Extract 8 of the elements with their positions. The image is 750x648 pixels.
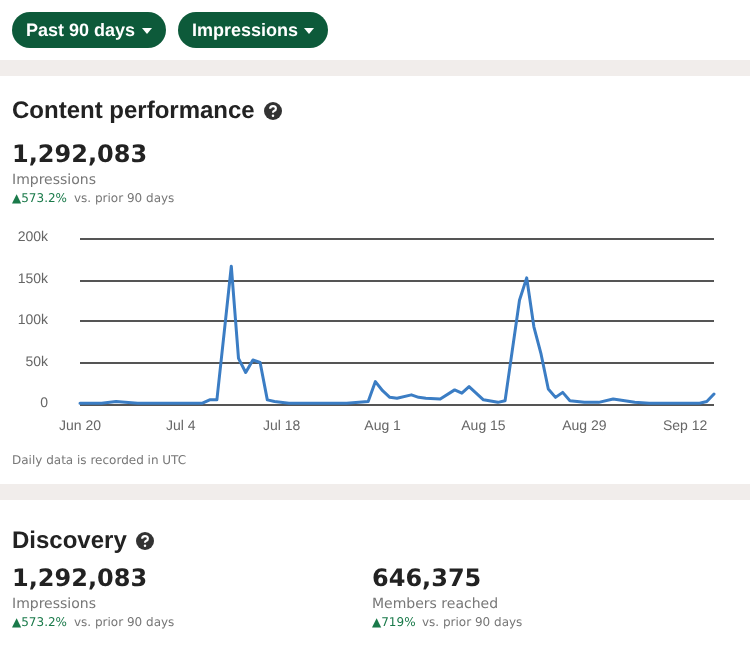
chart-title: Content performance (12, 96, 255, 124)
line-series (78, 264, 716, 405)
text: Past 90 days (26, 20, 136, 40)
text: Discovery (12, 526, 127, 554)
text: Impressions (192, 20, 299, 40)
text: 646,375 (372, 564, 482, 594)
text: 1,292,083 (12, 140, 148, 170)
text: 1,292,083 (12, 564, 148, 594)
